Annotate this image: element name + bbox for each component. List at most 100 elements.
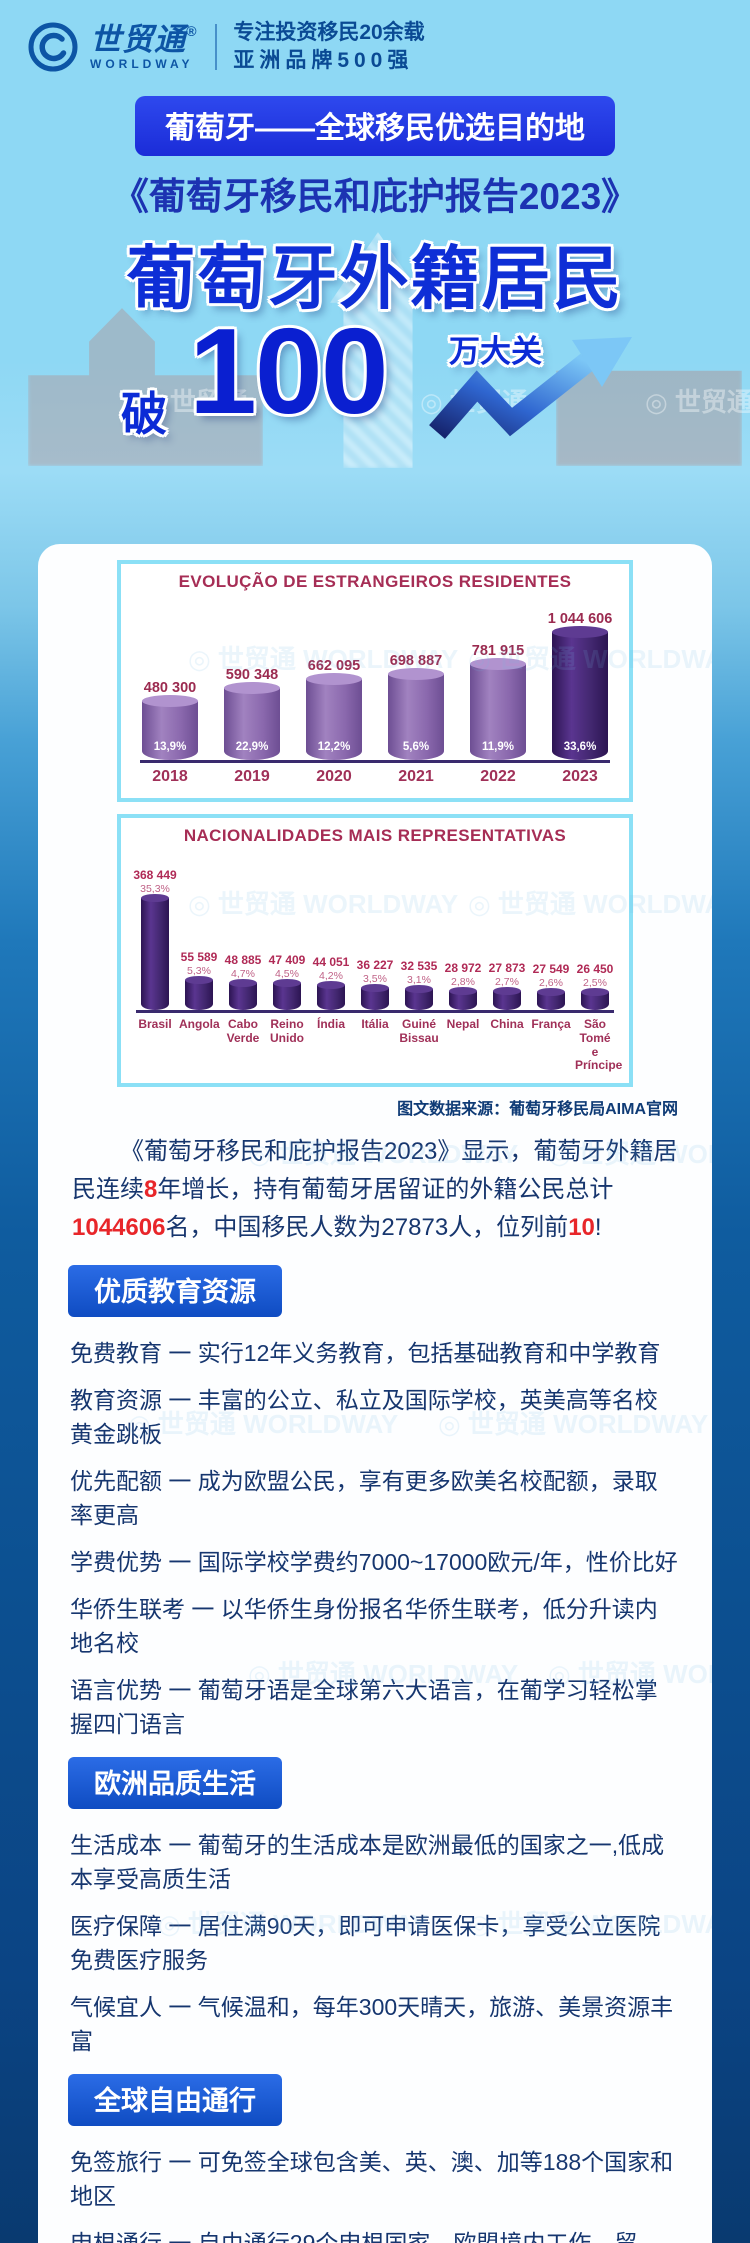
chart1-bar: 5,6% <box>388 668 444 760</box>
report-title: 《葡萄牙移民和庇护报告2023》 <box>111 176 639 217</box>
benefit-item: 学费优势 一 国际学校学费约7000~17000欧元/年，性价比好 <box>70 1549 678 1576</box>
chart1-year-label: 2021 <box>398 768 434 785</box>
chart2-bar-column: 28 972 2,8% <box>443 961 483 1010</box>
chart2-bar <box>449 987 477 1010</box>
chart2-axis <box>136 1010 614 1013</box>
benefit-item: 语言优势 一 葡萄牙语是全球第六大语言，在葡学习轻松掌握四门语言 <box>70 1677 658 1738</box>
chart2-value-label: 27 873 <box>488 961 526 975</box>
chart1-bar-column: 662 095 12,2% <box>306 658 362 760</box>
chart1-year-label: 2020 <box>316 768 352 785</box>
chart1-bar-column: 480 300 13,9% <box>142 680 198 760</box>
chart2-bar-column: 48 885 4,7% <box>223 953 263 1010</box>
chart2-value-label: 44 051 <box>312 955 350 969</box>
chart1-bar-column: 590 348 22,9% <box>224 667 280 760</box>
chart1-pct-label: 11,9% <box>482 741 514 753</box>
chart2-bar-column: 32 535 3,1% <box>399 959 439 1010</box>
chart2-bar-column: 26 450 2,5% <box>575 962 615 1010</box>
brand-name-en: WORLDWAY <box>90 57 194 71</box>
paragraph-text: 《葡萄牙移民和庇护报告2023》显示，葡萄牙外籍居民连续 <box>72 1138 678 1204</box>
chart2-country-label: Reino Unido <box>270 1017 304 1045</box>
section-badge: 全球自由通行 <box>68 2074 282 2127</box>
worldway-logo-icon <box>28 22 78 72</box>
benefit-item: 气候宜人 一 气候温和，每年300天晴天，旅游、美景资源丰富 <box>70 1994 674 2055</box>
chart2-value-label: 28 972 <box>444 961 482 975</box>
highlight-number: 10 <box>568 1214 595 1242</box>
section-badge-row: 优质教育资源 <box>68 1247 682 1321</box>
chart2-country-label: Índia <box>316 1017 345 1031</box>
chart2-pct-label: 4,7% <box>231 968 255 980</box>
header-divider <box>215 24 218 70</box>
chart2-country-label: Guiné Bissau <box>399 1017 439 1045</box>
paragraph-text: ! <box>594 1214 602 1242</box>
chart2-bar-column: 27 873 2,7% <box>487 961 527 1010</box>
chart2-country-labels: Brasil Angola Cabo Verde Reino Unido Índia It… <box>121 1017 629 1077</box>
chart2-bar <box>317 981 345 1010</box>
chart1-bar: 12,2% <box>306 673 362 760</box>
benefit-item: 免签旅行 一 可免签全球包含美、英、澳、加等188个国家和地区 <box>70 2149 674 2210</box>
chart2-bar-column: 368 449 35,3% <box>133 868 177 1010</box>
chart1-pct-label: 5,6% <box>402 741 430 753</box>
benefit-item: 医疗保障 一 居住满90天，即可申请医保卡，享受公立医院免费医疗服务 <box>70 1913 661 1974</box>
chart1-pct-label: 33,6% <box>563 741 597 753</box>
growth-arrow-icon <box>429 337 632 439</box>
chart2-pct-label: 4,2% <box>319 970 343 982</box>
chart2-value-label: 55 589 <box>180 950 218 964</box>
chart2-bar <box>537 988 565 1010</box>
chart-evolucao-box: EVOLUÇÃO DE ESTRANGEIROS RESIDENTES 480 … <box>117 560 633 802</box>
chart2-value-label: 36 227 <box>356 958 394 972</box>
chart2-value-label: 32 535 <box>400 959 438 973</box>
chart2-bar <box>229 979 257 1010</box>
chart2-pct-label: 35,3% <box>140 883 170 895</box>
chart2-bar <box>405 985 433 1010</box>
paragraph-text: 年增长，持有葡萄牙居留证的外籍公民总计 <box>157 1176 614 1204</box>
chart2-bar-column: 44 051 4,2% <box>311 955 351 1010</box>
benefit-item: 华侨生联考 一 以华侨生身份报名华侨生联考，低分升读内地名校 <box>70 1596 658 1657</box>
benefit-item: 申根通行 一 自由通行29个申根国家，欧盟境内工作、贸易、经商无障碍 <box>70 2224 680 2243</box>
chart2-bar <box>493 987 521 1010</box>
chart2-pct-label: 2,8% <box>451 976 475 988</box>
chart2-pct-label: 2,5% <box>583 977 607 989</box>
chart1-pct-label: 22,9% <box>235 741 269 753</box>
chart2-country-label: França <box>531 1017 571 1031</box>
chart1-bar: 33,6% <box>552 626 608 760</box>
chart1-value-label: 662 095 <box>307 658 361 674</box>
chart1-bars: 480 300 13,9% 590 348 22,9% 662 095 12,2% 698 … <box>121 598 629 760</box>
brand-name-cn: 世贸通® <box>90 22 198 57</box>
chart1-pct-label: 12,2% <box>317 741 351 753</box>
chart1-value-label: 1 044 606 <box>547 611 613 627</box>
registered-mark: ® <box>186 23 198 39</box>
chart2-pct-label: 5,3% <box>187 965 211 977</box>
benefit-sections: 优质教育资源 免费教育 一 实行12年义务教育，包括基础教育和中学教育 教育资源 一… <box>68 1247 682 2243</box>
chart2-country-label: Nepal <box>446 1017 480 1031</box>
chart1-value-label: 480 300 <box>143 680 197 696</box>
paragraph-text: 名，中国移民人数为27873人，位列前 <box>165 1214 569 1242</box>
summary-paragraph: 《葡萄牙移民和庇护报告2023》显示，葡萄牙外籍居民连续8年增长，持有葡萄牙居留… <box>72 1133 678 1247</box>
chart2-bar <box>185 976 213 1010</box>
chart2-bar-column: 47 409 4,5% <box>267 953 307 1010</box>
data-source-caption: 图文数据来源：葡萄牙移民局AIMA官网 <box>397 1101 678 1119</box>
chart1-bar-column: 781 915 11,9% <box>470 643 526 760</box>
chart2-pct-label: 2,6% <box>539 977 563 989</box>
hero-big-number-row: 破 100 万大关 <box>105 310 645 448</box>
chart2-bar-column: 27 549 2,6% <box>531 962 571 1010</box>
chart1-axis <box>140 760 610 763</box>
chart1-value-label: 698 887 <box>389 653 443 669</box>
chart2-pct-label: 3,5% <box>363 973 387 985</box>
chart1-year-label: 2019 <box>234 768 270 785</box>
chart1-year-label: 2023 <box>562 768 598 785</box>
chart2-value-label: 368 449 <box>133 868 177 882</box>
chart1-year-labels: 2018 2019 2020 2021 2022 2023 <box>121 768 629 792</box>
chart1-value-label: 590 348 <box>225 667 279 683</box>
chart1-bar-column: 1 044 606 33,6% <box>548 611 612 760</box>
chart2-title: NACIONALIDADES MAIS REPRESENTATIVAS <box>183 826 567 845</box>
chart2-bar-column: 55 589 5,3% <box>179 950 219 1010</box>
chart1-pct-label: 13,9% <box>153 741 187 753</box>
section-badge-row: 全球自由通行 <box>68 2056 682 2130</box>
chart1-bar: 13,9% <box>142 695 198 760</box>
chart2-bar <box>273 979 301 1010</box>
chart1-year-label: 2018 <box>152 768 188 785</box>
chart2-pct-label: 4,5% <box>275 968 299 980</box>
section-badge: 欧洲品质生活 <box>68 1757 282 1810</box>
chart2-value-label: 47 409 <box>268 953 306 967</box>
